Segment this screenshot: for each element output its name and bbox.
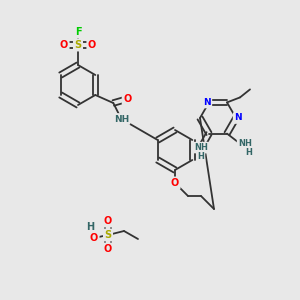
Text: O: O [104, 216, 112, 226]
Text: O: O [60, 40, 68, 50]
Text: H: H [246, 148, 252, 157]
Text: N: N [234, 113, 242, 122]
Text: O: O [123, 94, 131, 104]
Text: N: N [203, 98, 211, 107]
Text: H: H [198, 152, 204, 161]
Text: O: O [171, 178, 179, 188]
Text: O: O [90, 233, 98, 243]
Text: S: S [104, 230, 112, 240]
Text: F: F [75, 27, 81, 37]
Text: H: H [86, 222, 94, 232]
Text: NH: NH [194, 143, 208, 152]
Text: NH: NH [238, 139, 252, 148]
Text: O: O [88, 40, 96, 50]
Text: S: S [74, 40, 82, 50]
Text: O: O [104, 244, 112, 254]
Text: NH: NH [114, 115, 129, 124]
